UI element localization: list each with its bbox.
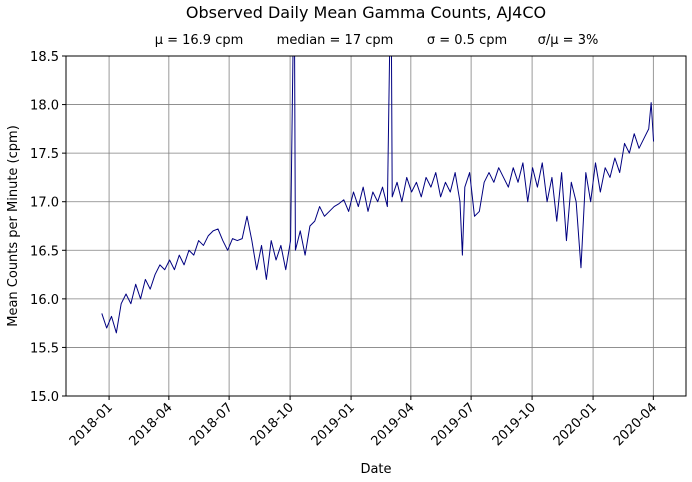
x-tick-label: 2018-04 — [127, 400, 176, 449]
x-tick-label: 2018-07 — [187, 400, 236, 449]
y-tick-label: 17.5 — [30, 147, 59, 162]
subtitle-stat: σ/μ = 3% — [538, 33, 599, 48]
y-tick-label: 18.0 — [30, 99, 59, 114]
y-tick-label: 16.5 — [30, 244, 59, 259]
y-tick-label: 16.0 — [30, 293, 59, 308]
x-tick-label: 2019-04 — [369, 400, 418, 449]
y-tick-label: 18.5 — [30, 50, 59, 65]
x-axis-label: Date — [360, 462, 391, 477]
chart-title: Observed Daily Mean Gamma Counts, AJ4CO — [186, 3, 546, 22]
x-tick-label: 2020-04 — [611, 400, 660, 449]
x-tick-label: 2019-10 — [490, 400, 539, 449]
x-tick-label: 2018-01 — [67, 400, 116, 449]
y-tick-label: 17.0 — [30, 196, 59, 211]
plot-frame — [65, 55, 687, 397]
x-tick-label: 2019-07 — [429, 400, 478, 449]
y-tick-label: 15.0 — [30, 390, 59, 405]
subtitle-stat: median = 17 cpm — [277, 33, 394, 48]
data-line — [101, 56, 655, 334]
subtitle-stat: σ = 0.5 cpm — [427, 33, 507, 48]
y-tick-label: 15.5 — [30, 341, 59, 356]
grid — [66, 55, 686, 397]
x-tick-label: 2020-01 — [551, 400, 600, 449]
subtitle-stat: μ = 16.9 cpm — [155, 33, 244, 48]
y-axis-label: Mean Counts per Minute (cpm) — [6, 125, 21, 327]
x-tick-label: 2018-10 — [248, 400, 297, 449]
plot-area — [101, 56, 655, 334]
x-tick-label: 2019-01 — [309, 400, 358, 449]
